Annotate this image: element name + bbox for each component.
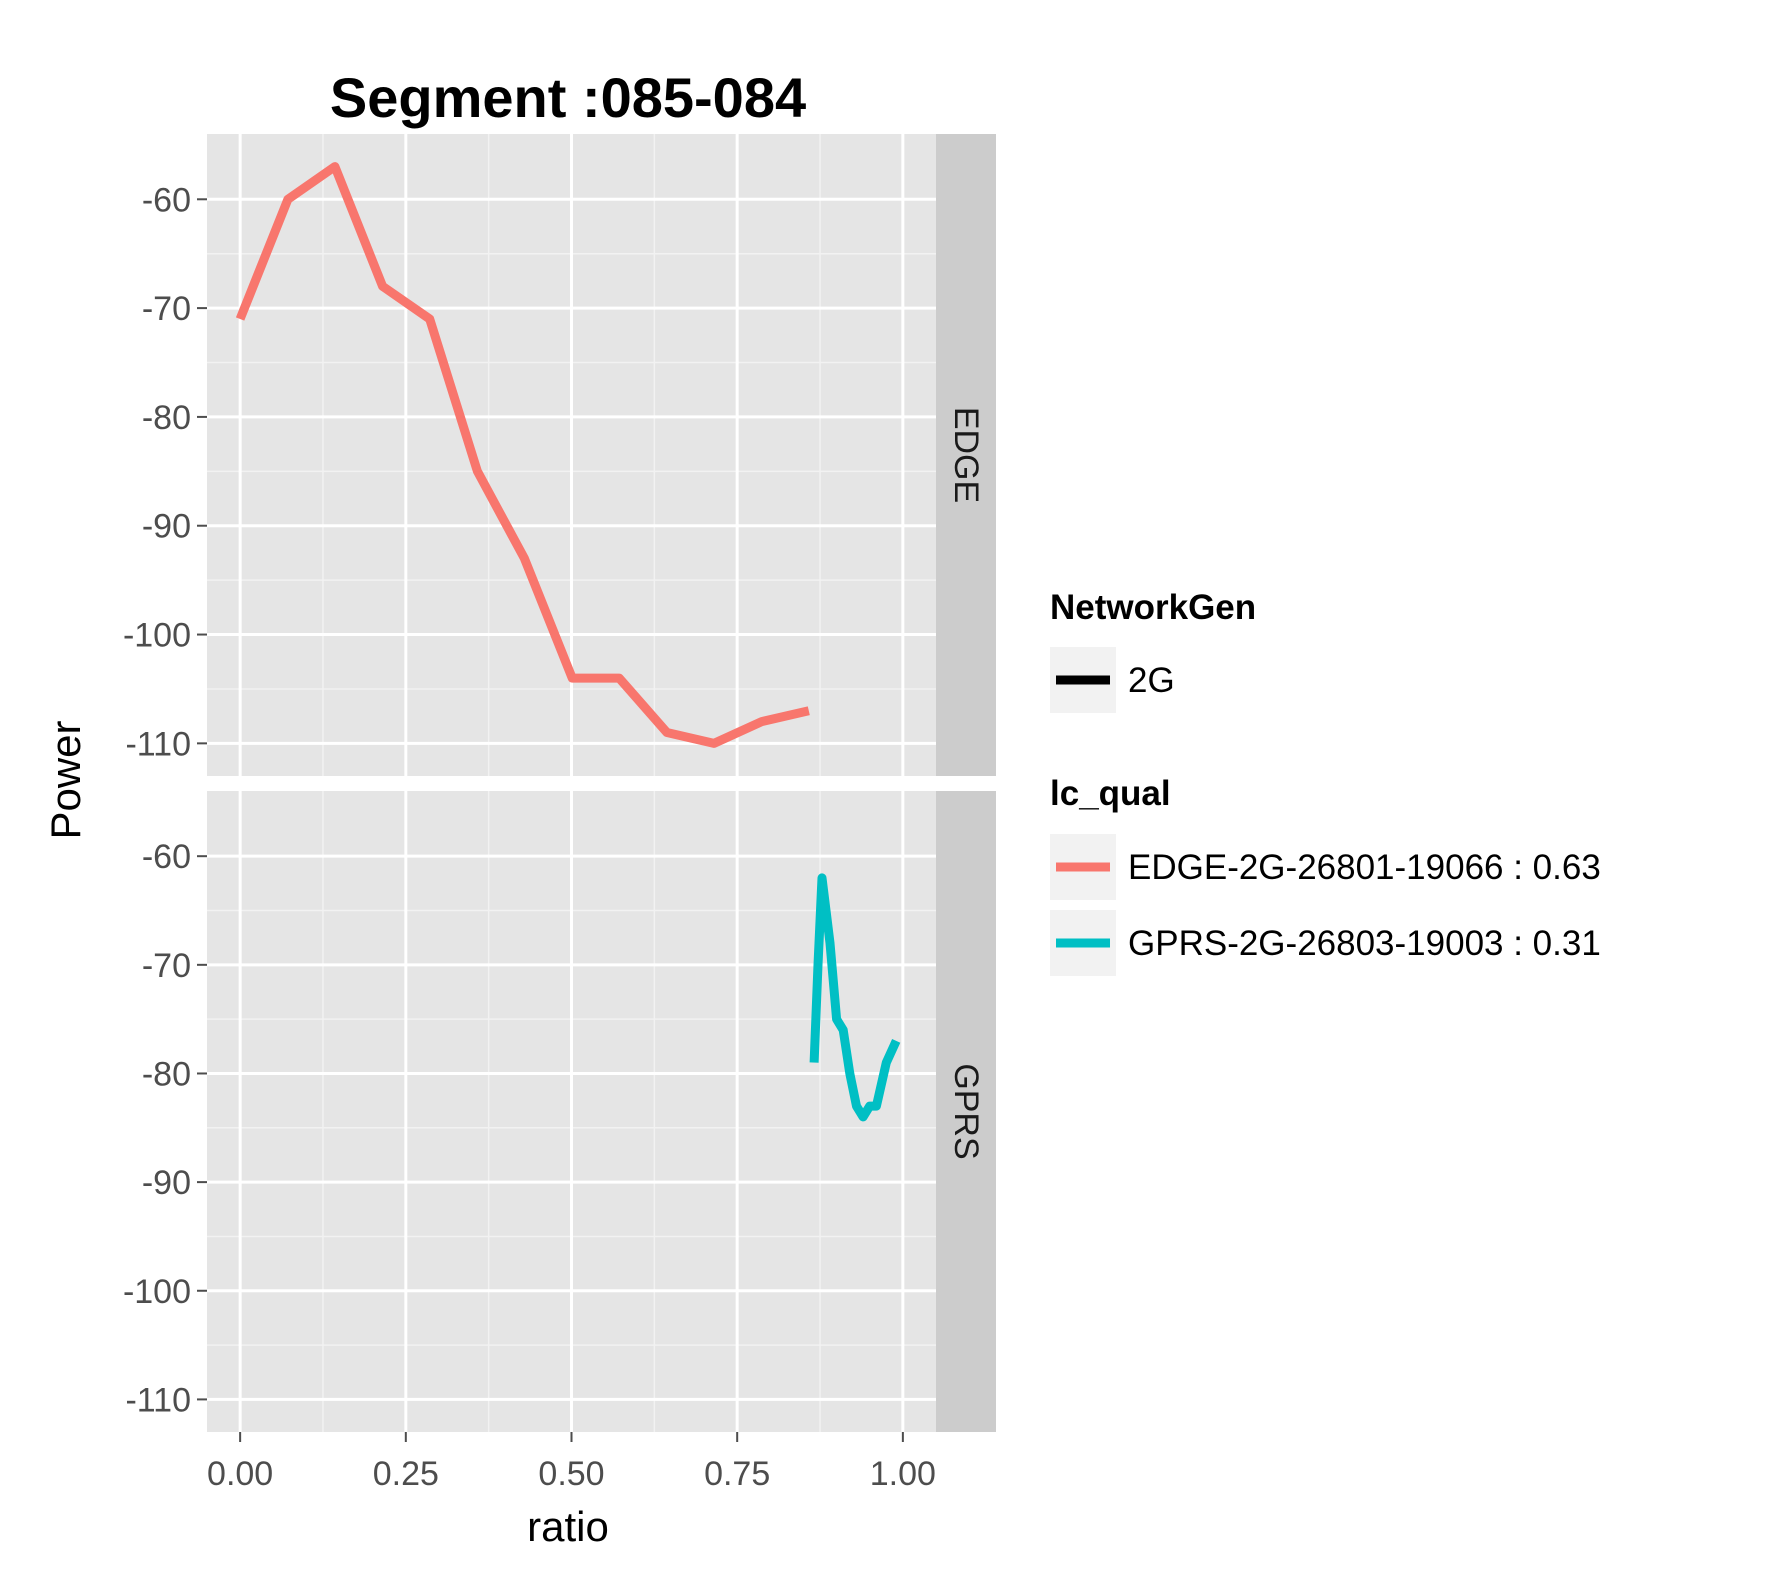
legend-title-1: lc_qual: [1050, 774, 1171, 813]
facet-panel-edge: -60 -70 -80 -90 -100 -110 EDGE: [123, 134, 996, 776]
facet-strip: [936, 134, 996, 776]
x-tick-label: 0.25: [373, 1455, 439, 1493]
y-tick-label: -70: [142, 290, 191, 328]
y-tick-label: -60: [142, 181, 191, 219]
y-tick-label: -100: [123, 617, 191, 655]
y-tick-label: -90: [142, 1164, 191, 1202]
facet-panels: -60 -70 -80 -90 -100 -110 EDGE -60 -70 -80 -90 -100…: [123, 134, 996, 1432]
facet-strip-label: GPRS: [947, 1063, 985, 1159]
x-tick-label: 0.00: [207, 1455, 273, 1493]
x-axis: 0.00 0.25 0.50 0.75 1.00: [207, 1432, 936, 1493]
y-tick-label: -80: [142, 399, 191, 437]
legend-label: GPRS-2G-26803-19003 : 0.31: [1128, 924, 1601, 963]
chart-title: Segment :085-084: [330, 66, 806, 129]
series-line-gprs: [809, 873, 901, 1122]
legend-label: 2G: [1128, 661, 1175, 700]
y-tick-label: -60: [142, 838, 191, 876]
x-tick-label: 1.00: [870, 1455, 936, 1493]
x-tick-label: 0.50: [538, 1455, 604, 1493]
legend: NetworkGen 2G lc_qual EDGE-2G-26801-19066 :…: [1050, 588, 1601, 976]
y-tick-label: -110: [125, 725, 191, 763]
y-tick-label: -80: [142, 1055, 191, 1093]
x-axis-title: ratio: [527, 1503, 609, 1550]
legend-label: EDGE-2G-26801-19066 : 0.63: [1128, 848, 1601, 887]
y-tick-label: -70: [142, 947, 191, 985]
facet-panel-gprs: -60 -70 -80 -90 -100 -110 GPRS: [123, 791, 996, 1432]
y-tick-label: -90: [142, 508, 191, 546]
facet-strip: [936, 791, 996, 1432]
y-tick-label: -110: [125, 1381, 191, 1419]
y-tick-label: -100: [123, 1273, 191, 1311]
series-line-edge: [235, 162, 810, 748]
legend-title-0: NetworkGen: [1050, 588, 1256, 627]
facet-strip-label: EDGE: [947, 407, 985, 503]
x-tick-label: 0.75: [704, 1455, 770, 1493]
y-axis-title: Power: [42, 720, 89, 839]
